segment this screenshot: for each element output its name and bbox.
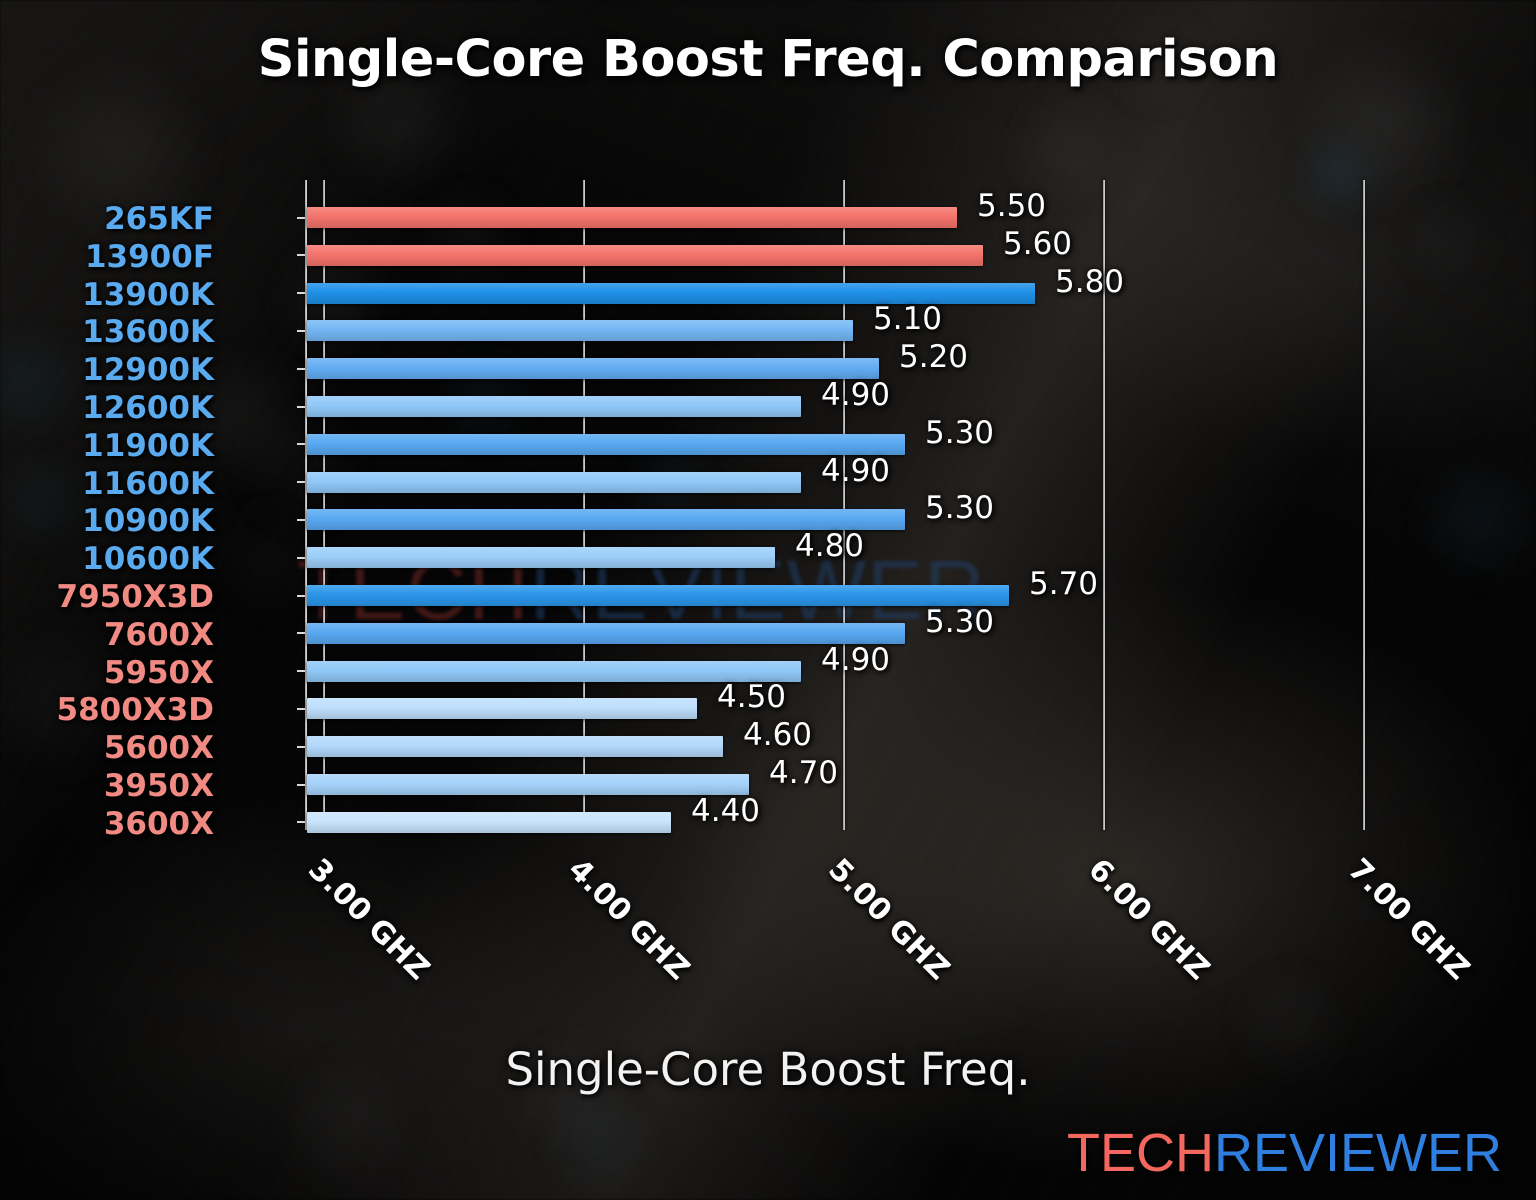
x-tick-label: 7.00 GHZ — [1341, 852, 1477, 988]
value-label-5600x: 4.60 — [743, 717, 813, 754]
value-label-11900k: 5.30 — [925, 414, 995, 451]
y-tick-mark — [297, 405, 305, 408]
bar-5800x3d[interactable] — [307, 698, 697, 720]
value-label-10900k: 5.30 — [925, 490, 995, 527]
bar-13900k[interactable] — [307, 282, 1035, 304]
y-tick-mark — [297, 632, 305, 635]
value-label-7950x3d: 5.70 — [1029, 566, 1099, 602]
category-label-5950x: 5950X — [103, 654, 214, 691]
category-label-11600k: 11600K — [82, 465, 214, 502]
category-label-7950x3d: 7950X3D — [56, 579, 214, 615]
value-label-7600x: 5.30 — [925, 603, 995, 640]
bar-7600x[interactable] — [307, 622, 905, 644]
value-label-3600x: 4.40 — [691, 792, 761, 829]
x-axis-label: Single-Core Boost Freq. — [505, 1043, 1031, 1096]
y-tick-mark — [297, 254, 305, 257]
value-label-13900k: 5.80 — [1055, 263, 1125, 300]
bar-3950x[interactable] — [307, 774, 749, 795]
gridline-6-00-ghz — [1103, 180, 1105, 830]
value-label-265kf: 5.50 — [977, 188, 1047, 224]
x-tick-label: 5.00 GHZ — [821, 852, 957, 988]
value-label-13600k: 5.10 — [873, 301, 943, 338]
bokeh-blob — [0, 454, 90, 546]
category-label-5800x3d: 5800X3D — [56, 692, 214, 729]
value-label-10600k: 4.80 — [795, 528, 865, 565]
bar-13600k[interactable] — [307, 320, 853, 342]
y-tick-mark — [297, 443, 305, 446]
y-tick-mark — [297, 745, 305, 748]
value-label-12900k: 5.20 — [899, 339, 969, 376]
x-tick-label: 4.00 GHZ — [561, 852, 697, 988]
bokeh-blob — [546, 1086, 654, 1194]
gridline-3-00-ghz — [323, 180, 325, 830]
value-label-3950x: 4.70 — [769, 755, 839, 791]
bar-5600x[interactable] — [307, 736, 723, 758]
bokeh-blob — [0, 326, 84, 438]
category-label-7600x: 7600X — [103, 616, 214, 653]
category-label-10900k: 10900K — [82, 503, 214, 540]
category-label-3600x: 3600X — [103, 805, 214, 842]
x-tick-label: 6.00 GHZ — [1081, 852, 1217, 988]
y-tick-mark — [297, 707, 305, 710]
bar-3600x[interactable] — [307, 811, 671, 833]
bar-12600k[interactable] — [307, 396, 801, 417]
category-label-13900f: 13900F — [84, 238, 214, 275]
bokeh-blob — [1401, 194, 1493, 286]
bar-10900k[interactable] — [307, 509, 905, 531]
value-label-11600k: 4.90 — [821, 452, 891, 489]
y-tick-mark — [297, 556, 305, 559]
bar-13900f[interactable] — [307, 244, 983, 266]
gridline-5-00-ghz — [843, 180, 845, 830]
y-tick-mark — [297, 670, 305, 673]
y-tick-mark — [297, 481, 305, 484]
value-label-5800x3d: 4.50 — [717, 679, 787, 716]
y-tick-mark — [297, 821, 305, 824]
logo-tech: TECH — [1066, 1123, 1214, 1183]
value-label-13900f: 5.60 — [1003, 225, 1073, 262]
gridline-7-00-ghz — [1363, 180, 1365, 830]
category-label-11900k: 11900K — [82, 427, 214, 464]
category-label-3950x: 3950X — [103, 768, 214, 804]
techreviewer-logo: TECHREVIEWER — [1067, 1122, 1502, 1184]
y-tick-mark — [297, 367, 305, 370]
y-axis-spine — [305, 180, 307, 830]
bar-11600k[interactable] — [307, 471, 801, 493]
value-label-12600k: 4.90 — [821, 377, 891, 413]
category-label-13600k: 13600K — [82, 314, 214, 351]
value-label-5950x: 4.90 — [821, 641, 891, 678]
y-tick-mark — [297, 518, 305, 521]
category-label-265kf: 265KF — [104, 201, 214, 237]
y-tick-mark — [297, 329, 305, 332]
bar-11900k[interactable] — [307, 433, 905, 455]
gridline-4-00-ghz — [583, 180, 585, 830]
category-label-12600k: 12600K — [82, 390, 214, 426]
x-tick-label: 3.00 GHZ — [301, 852, 437, 988]
category-label-5600x: 5600X — [103, 730, 214, 767]
category-label-10600k: 10600K — [82, 541, 214, 578]
bokeh-blob — [1417, 456, 1536, 584]
bar-12900k[interactable] — [307, 358, 879, 380]
logo-reviewer: REVIEWER — [1213, 1123, 1502, 1183]
plot-area — [297, 180, 1365, 833]
bar-7950x3d[interactable] — [307, 585, 1009, 606]
y-tick-mark — [297, 594, 305, 597]
y-tick-mark — [297, 292, 305, 295]
category-label-12900k: 12900K — [82, 352, 214, 389]
bar-10600k[interactable] — [307, 547, 775, 569]
y-tick-mark — [297, 216, 305, 219]
bar-5950x[interactable] — [307, 660, 801, 682]
bar-265kf[interactable] — [307, 207, 957, 228]
category-label-13900k: 13900K — [82, 276, 214, 313]
chart-title: Single-Core Boost Freq. Comparison — [257, 30, 1279, 89]
y-tick-mark — [297, 783, 305, 786]
